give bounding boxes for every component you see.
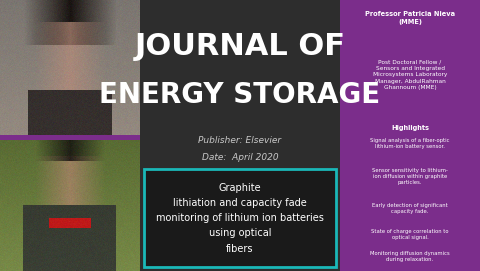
Text: Professor Patricia Nieva
(MME): Professor Patricia Nieva (MME) [365,11,455,25]
Text: Signal analysis of a fiber-optic
lithium-ion battery sensor.: Signal analysis of a fiber-optic lithium… [370,138,450,149]
Text: Date:  April 2020: Date: April 2020 [202,153,278,162]
Text: Early detection of significant
capacity fade.: Early detection of significant capacity … [372,203,448,214]
Text: Post Doctoral Fellow /
Sensors and Integrated
Microsystems Laboratory
Manager, A: Post Doctoral Fellow / Sensors and Integ… [373,60,447,90]
Text: Monitoring diffusion dynamics
during relaxation.: Monitoring diffusion dynamics during rel… [370,251,450,262]
Text: ENERGY STORAGE: ENERGY STORAGE [99,81,381,109]
Text: Highlights: Highlights [391,125,429,131]
Text: JOURNAL OF: JOURNAL OF [134,31,346,61]
Text: Publisher: Elsevier: Publisher: Elsevier [198,136,282,146]
Bar [340,0,480,271]
Text: Sensor sensitivity to lithium-
ion diffusion within graphite
particles.: Sensor sensitivity to lithium- ion diffu… [372,168,448,185]
FancyBboxPatch shape [144,169,336,267]
Text: State of charge correlation to
optical signal.: State of charge correlation to optical s… [371,229,449,240]
Bar [0,135,140,140]
Text: Graphite
lithiation and capacity fade
monitoring of lithium ion batteries
using : Graphite lithiation and capacity fade mo… [156,183,324,254]
